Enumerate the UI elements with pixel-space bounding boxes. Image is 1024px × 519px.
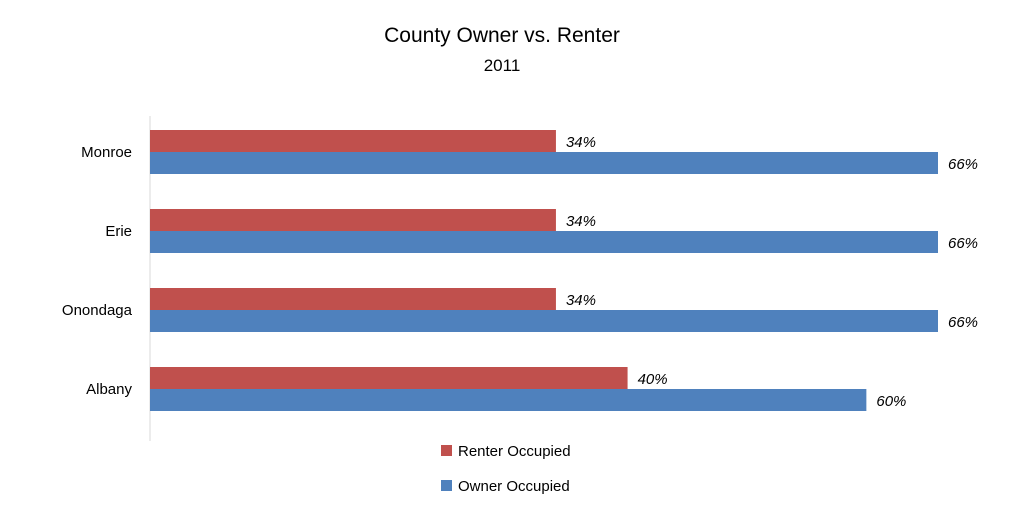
legend-swatch-owner-occupied — [441, 480, 452, 491]
data-label-owner-occupied-monroe: 66% — [948, 156, 978, 173]
data-label-owner-occupied-onondaga: 66% — [948, 314, 978, 331]
bar-owner-occupied-albany — [150, 389, 867, 411]
legend: Renter Occupied Owner Occupied — [441, 443, 571, 495]
bar-owner-occupied-erie — [150, 231, 938, 253]
bar-owner-occupied-onondaga — [150, 310, 938, 332]
data-label-renter-occupied-monroe: 34% — [566, 134, 596, 151]
category-label-albany: Albany — [86, 381, 132, 398]
data-label-owner-occupied-erie: 66% — [948, 235, 978, 252]
category-label-monroe: Monroe — [81, 144, 132, 161]
bar-renter-occupied-monroe — [150, 130, 556, 152]
category-label-erie: Erie — [105, 223, 132, 240]
data-label-owner-occupied-albany: 60% — [876, 393, 906, 410]
data-label-renter-occupied-onondaga: 34% — [566, 292, 596, 309]
data-label-renter-occupied-erie: 34% — [566, 213, 596, 230]
bar-renter-occupied-albany — [150, 367, 628, 389]
chart-subtitle: 2011 — [484, 56, 521, 75]
legend-swatch-renter-occupied — [441, 445, 452, 456]
legend-label-owner-occupied: Owner Occupied — [458, 478, 570, 495]
data-label-renter-occupied-albany: 40% — [638, 371, 668, 388]
legend-label-renter-occupied: Renter Occupied — [458, 443, 571, 460]
bar-renter-occupied-erie — [150, 209, 556, 231]
category-label-onondaga: Onondaga — [62, 302, 133, 319]
bars-layer: Monroe 34% 66% Erie 34% 66% Onondaga 34% 66% Alba… — [62, 116, 978, 441]
chart-title: County Owner vs. Renter — [384, 24, 620, 47]
bar-owner-occupied-monroe — [150, 152, 938, 174]
bar-renter-occupied-onondaga — [150, 288, 556, 310]
